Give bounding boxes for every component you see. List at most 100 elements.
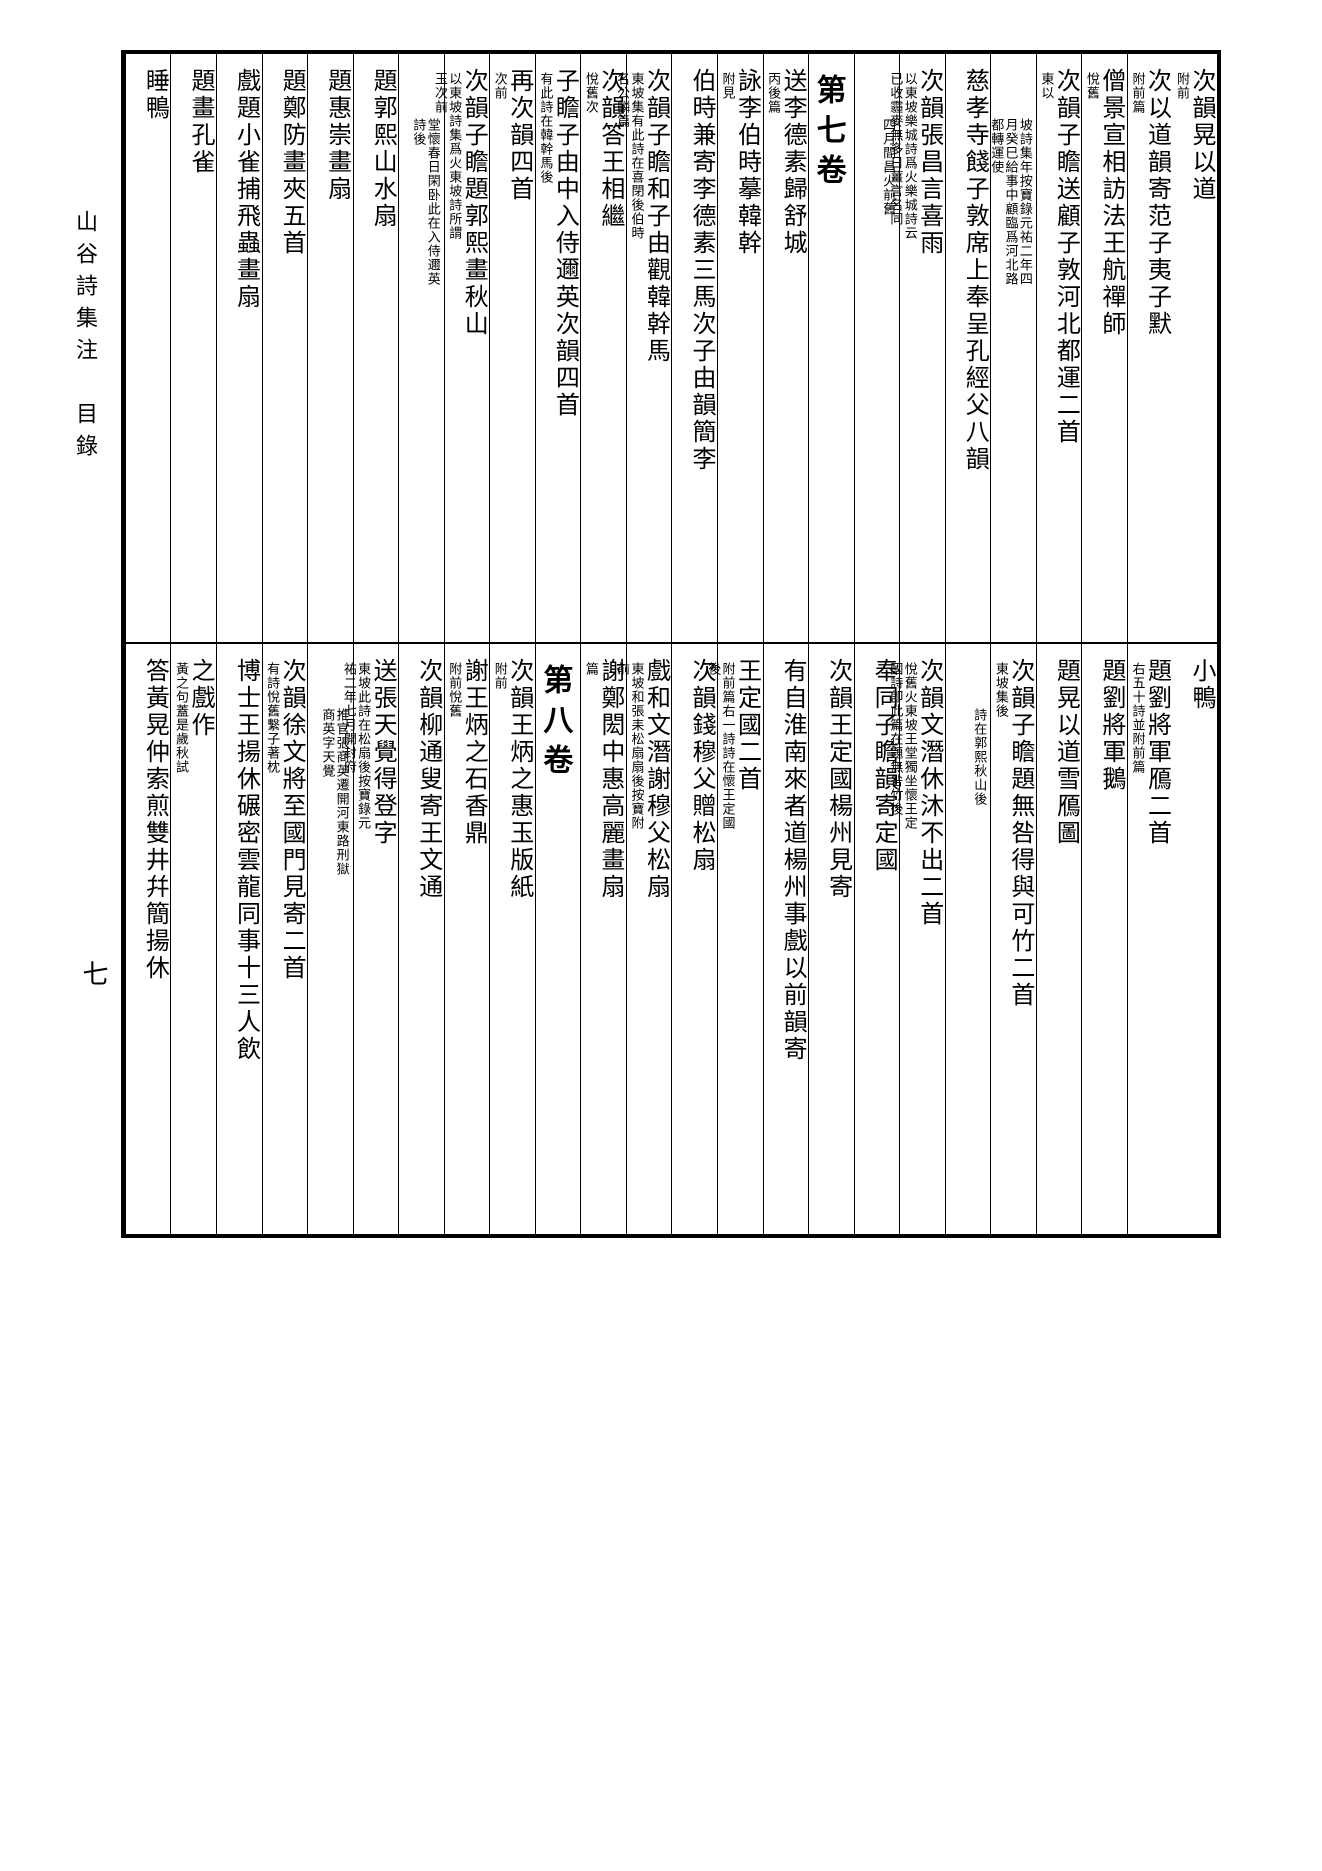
entry-note: 有詩悅舊繫子著枕 <box>265 662 279 774</box>
toc-entry: 戲題小雀捕飛蟲畫扇 <box>216 54 262 642</box>
volume-heading: 第八卷 <box>535 644 581 1234</box>
toc-entry: 題郭熙山水扇 <box>353 54 399 642</box>
toc-entry: 次韻子瞻題郭熙畫秋山以東坡詩集爲火東坡詩所謂玉次前 <box>444 54 490 642</box>
entry-note: 東坡和張耒松扇扇後按寶附前 <box>615 662 644 842</box>
entry-note: 附前篇右一詩詩在懷王定國後 <box>706 662 735 842</box>
toc-entry: 再次韻四首次前 <box>489 54 535 642</box>
entry-main: 次韻子瞻和子由觀韓幹馬 <box>643 68 667 365</box>
entry-main: 次韻王定國楊州見寄 <box>826 658 850 901</box>
entry-note: 篇 <box>584 662 598 676</box>
toc-entry: 次韻子瞻題無咎得與可竹二首東坡集後 <box>990 644 1036 1234</box>
entry-main: 次韻王炳之惠玉版紙 <box>507 658 531 901</box>
entry-main: 次韻徐文將至國門見寄二首 <box>279 658 303 982</box>
entry-note: 坡詩集年按寶錄元祐二年四月癸巳給事中顧臨爲河北路都轉運使 <box>989 118 1032 298</box>
toc-entry: 答黃晃仲索煎雙井幷簡揚休 <box>125 644 171 1234</box>
page-number: 七 <box>75 960 112 986</box>
toc-entry: 題惠崇畫扇 <box>307 54 353 642</box>
entry-main: 睡鴨 <box>142 68 166 122</box>
toc-entry: 次韻晃以道附前 <box>1172 54 1217 642</box>
toc-entry: 戲和文潛謝穆父松扇東坡和張耒松扇扇後按寶附前 <box>626 644 672 1234</box>
toc-entry: 僧景宣相訪法王航禪師悅舊 <box>1081 54 1127 642</box>
entry-note: 附前篇 <box>1130 72 1144 114</box>
left-margin-title: 山谷詩集注 目錄 <box>69 210 101 466</box>
entry-main: 題郭熙山水扇 <box>370 68 394 230</box>
toc-entry: 題鄭防畫夾五首 <box>262 54 308 642</box>
entry-main: 次韻子瞻題郭熙畫秋山 <box>461 68 485 338</box>
toc-entry: 慈孝寺餞子敦席上奉呈孔經父八韻 <box>945 54 991 642</box>
entry-note: 東坡集有此詩在喜閉後伯時名公麟篇 <box>615 72 644 252</box>
toc-entry: 小鴨 <box>1172 644 1217 1234</box>
entry-main: 題惠崇畫扇 <box>325 68 349 203</box>
entry-note: 黃之句蓋是歲秋試 <box>174 662 188 774</box>
entry-main: 題鄭防畫夾五首 <box>279 68 303 257</box>
entry-main: 子瞻子由中入侍邇英次韻四首 <box>552 68 576 419</box>
toc-entry: 伯時兼寄李德素三馬次子由韻簡李 <box>671 54 717 642</box>
toc-entry: 次韻王定國楊州見寄 <box>808 644 854 1234</box>
entry-main: 答黃晃仲索煎雙井幷簡揚休 <box>142 658 166 982</box>
entry-note: 附前 <box>1175 72 1189 100</box>
toc-entry: 王定國二首附前篇右一詩詩在懷王定國後 <box>717 644 763 1234</box>
toc-entry: 次韻子瞻送顧子敦河北都運二首東以 <box>1036 54 1082 642</box>
entry-main: 謝王炳之石香鼎 <box>461 658 485 847</box>
toc-entry: 詩在郭熙秋山後 <box>945 644 991 1234</box>
entry-note: 有此詩在韓幹馬後 <box>538 72 552 184</box>
entry-main: 小鴨 <box>1189 658 1213 712</box>
toc-entry: 次韻子瞻和子由觀韓幹馬東坡集有此詩在喜閉後伯時名公麟篇 <box>626 54 672 642</box>
entry-note: 以東坡詩集爲火東坡詩所謂玉次前 <box>433 72 462 252</box>
entry-note: 悅舊 <box>1085 72 1099 100</box>
entry-main: 送張天覺得登字 <box>370 658 394 847</box>
toc-entry: 次韻柳通叟寄王文通 <box>398 644 444 1234</box>
entry-note: 丙後篇 <box>766 72 780 114</box>
entry-main: 題晃以道雪鴈圖 <box>1053 658 1077 847</box>
toc-entry: 題晃以道雪鴈圖 <box>1036 644 1082 1234</box>
entry-main: 次以道韻寄范子夷子默 <box>1144 68 1168 338</box>
entry-main: 次韻子瞻題無咎得與可竹二首 <box>1008 658 1032 1009</box>
text-frame: 次韻晃以道附前次以道韻寄范子夷子默附前篇僧景宣相訪法王航禪師悅舊次韻子瞻送顧子敦… <box>121 50 1221 1238</box>
entry-main: 次韻柳通叟寄王文通 <box>416 658 440 901</box>
toc-entry: 謝王炳之石香鼎附前悅舊 <box>444 644 490 1234</box>
entry-main: 再次韻四首 <box>507 68 531 203</box>
entry-main: 題劉將軍鴈二首 <box>1144 658 1168 847</box>
entry-main: 博士王揚休碾密雲龍同事十三人飲 <box>234 658 258 1063</box>
entry-main: 題畫孔雀 <box>188 68 212 176</box>
toc-entry: 詠李伯時摹韓幹附見 <box>717 54 763 642</box>
bottom-half: 小鴨題劉將軍鴈二首右五十詩並附前篇題劉將軍鵝題晃以道雪鴈圖次韻子瞻題無咎得與可竹… <box>125 644 1217 1234</box>
toc-entry: 送張天覺得登字東坡此詩在松扇後按寶錄元祐二年七月開封府 <box>353 644 399 1234</box>
entry-main: 詠李伯時摹韓幹 <box>735 68 759 257</box>
toc-entry: 次韻王炳之惠玉版紙附前 <box>489 644 535 1234</box>
entry-main: 有自淮南來者道楊州事戲以前韻寄 <box>780 658 804 1063</box>
toc-entry: 題劉將軍鵝 <box>1081 644 1127 1234</box>
entry-note: 附見 <box>720 72 734 100</box>
entry-main: 戲和文潛謝穆父松扇 <box>643 658 667 901</box>
entry-note: 次前 <box>493 72 507 100</box>
entry-main: 伯時兼寄李德素三馬次子由韻簡李 <box>689 68 713 473</box>
entry-note: 東坡集後 <box>994 662 1008 718</box>
entry-main: 次韻張昌言喜雨 <box>917 68 941 257</box>
entry-note: 悅舊次 <box>584 72 598 114</box>
entry-main: 王定國二首 <box>735 658 759 793</box>
entry-note: 以東坡樂城詩爲火樂城詩云已收霾麥無多日薑言名同 <box>888 72 917 252</box>
toc-entry: 次韻張昌言喜雨以東坡樂城詩爲火樂城詩云已收霾麥無多日薑言名同 <box>899 54 945 642</box>
toc-entry: 睡鴨 <box>125 54 171 642</box>
toc-entry: 送李德素歸舒城丙後篇 <box>763 54 809 642</box>
entry-main: 題劉將軍鵝 <box>1099 658 1123 793</box>
toc-entry: 次以道韻寄范子夷子默附前篇 <box>1127 54 1173 642</box>
toc-entry: 之戲作黃之句蓋是歲秋試 <box>170 644 216 1234</box>
entry-note: 附前悅舊 <box>447 662 461 718</box>
entry-note: 東以 <box>1039 72 1053 100</box>
entry-note: 悅舊火東坡王堂獨坐懷王定國詩卽此篇在題無咎竹後 <box>888 662 917 842</box>
top-half: 次韻晃以道附前次以道韻寄范子夷子默附前篇僧景宣相訪法王航禪師悅舊次韻子瞻送顧子敦… <box>125 54 1217 644</box>
toc-entry: 次韻徐文將至國門見寄二首有詩悅舊繫子著枕 <box>262 644 308 1234</box>
toc-entry: 次韻文潛休沐不出二首悅舊火東坡王堂獨坐懷王定國詩卽此篇在題無咎竹後 <box>899 644 945 1234</box>
toc-entry: 題劉將軍鴈二首右五十詩並附前篇 <box>1127 644 1173 1234</box>
toc-entry: 有自淮南來者道楊州事戲以前韻寄 <box>763 644 809 1234</box>
entry-note: 附前 <box>493 662 507 690</box>
volume-heading: 第七卷 <box>808 54 854 642</box>
entry-main: 之戲作 <box>188 658 212 739</box>
toc-entry: 坡詩集年按寶錄元祐二年四月癸巳給事中顧臨爲河北路都轉運使 <box>990 54 1036 642</box>
toc-entry: 子瞻子由中入侍邇英次韻四首有此詩在韓幹馬後 <box>535 54 581 642</box>
entry-main: 戲題小雀捕飛蟲畫扇 <box>234 68 258 311</box>
toc-entry: 博士王揚休碾密雲龍同事十三人飲 <box>216 644 262 1234</box>
entry-main: 次韻文潛休沐不出二首 <box>917 658 941 928</box>
entry-main: 次韻子瞻送顧子敦河北都運二首 <box>1053 68 1077 446</box>
